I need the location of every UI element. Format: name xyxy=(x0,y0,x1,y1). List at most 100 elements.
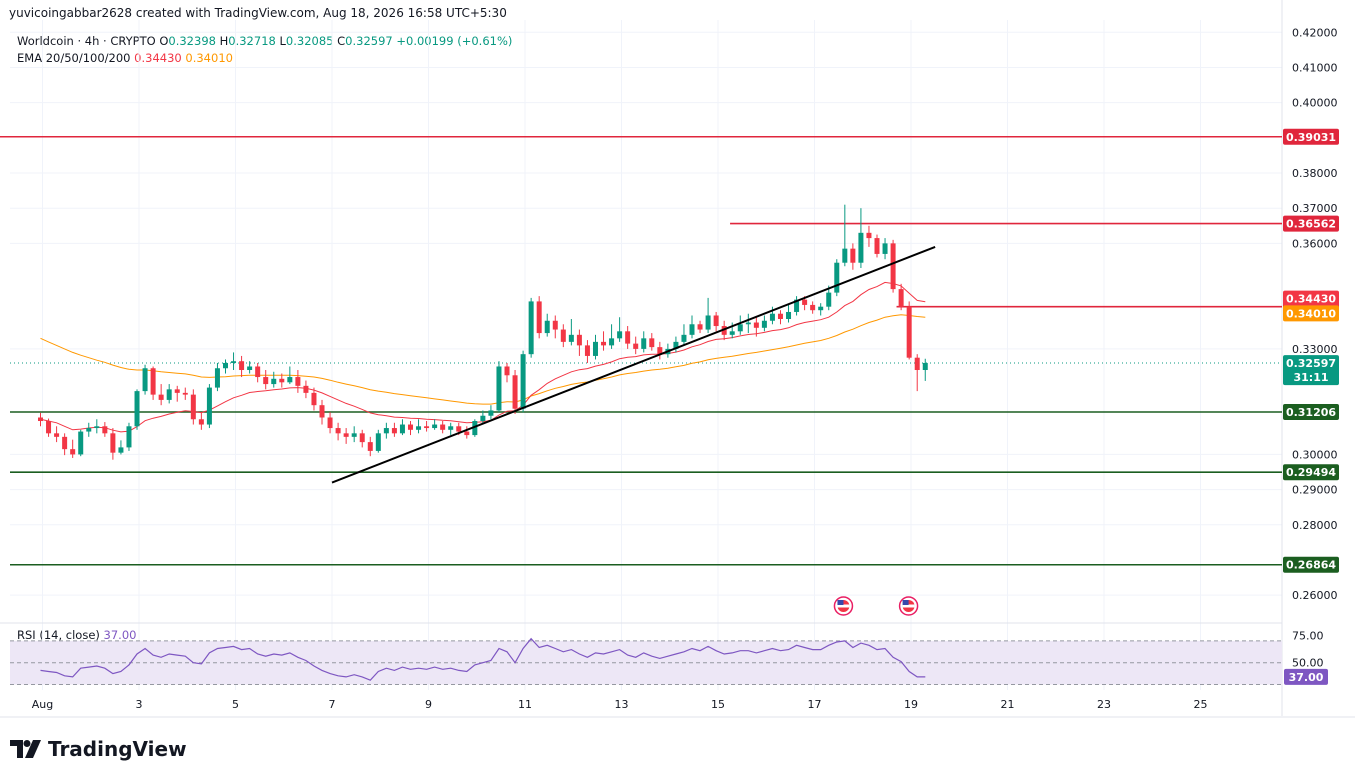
ema-lines xyxy=(40,281,926,433)
candle-body xyxy=(416,426,422,430)
ema-legend[interactable]: EMA 20/50/100/200 0.34430 0.34010 xyxy=(17,51,233,65)
candle-body xyxy=(182,392,188,395)
candle-body xyxy=(544,320,550,334)
candle-body xyxy=(440,424,446,430)
candle-body xyxy=(150,368,156,395)
candle-body xyxy=(552,320,558,330)
resistance-tag-label: 0.36562 xyxy=(1286,218,1336,231)
candle-body xyxy=(62,436,68,450)
candle-body xyxy=(102,426,108,434)
candle-body xyxy=(279,378,285,383)
candle-body xyxy=(906,306,912,358)
resistance-tag xyxy=(1283,128,1339,145)
price-tick-label: 0.30000 xyxy=(1292,448,1338,461)
candle-body xyxy=(239,361,245,371)
candle-body xyxy=(70,449,76,455)
price-tag-countdown: 31:11 xyxy=(1293,371,1328,384)
candle-body xyxy=(641,338,647,349)
price-tag xyxy=(1283,305,1339,322)
candle-body xyxy=(303,385,309,393)
candle-body xyxy=(721,326,727,335)
ohlc-legend[interactable]: Worldcoin · 4h · CRYPTO O0.32398 H0.3271… xyxy=(17,34,512,48)
time-tick-label: 17 xyxy=(808,698,822,711)
candle-body xyxy=(496,366,502,411)
price-tick-label: 0.38000 xyxy=(1292,167,1338,180)
candle-body xyxy=(705,315,711,330)
candle-body xyxy=(311,392,317,406)
candle-body xyxy=(174,389,180,393)
candle-body xyxy=(142,368,148,392)
price-tag-label: 0.32597 xyxy=(1286,357,1336,370)
candle-body xyxy=(729,331,735,335)
candle-body xyxy=(657,347,663,355)
price-tag xyxy=(1283,290,1339,307)
price-tick-label: 0.33000 xyxy=(1292,343,1338,356)
candle-body xyxy=(231,361,237,363)
candle-body xyxy=(842,248,848,263)
candle-body xyxy=(190,394,196,420)
candle-body xyxy=(327,417,333,429)
candle-body xyxy=(335,428,341,434)
candle-body xyxy=(448,426,454,430)
candles xyxy=(38,204,928,460)
tradingview-logo-icon xyxy=(10,740,41,758)
low-value: 0.32085 xyxy=(285,34,334,48)
candle-body xyxy=(745,322,751,325)
candle-body xyxy=(86,428,92,432)
price-axis: 0.42000 0.41000 0.40000 0.38000 0.37000 0.360… xyxy=(1292,26,1338,602)
candle-body xyxy=(480,415,486,422)
time-tick-label: 13 xyxy=(615,698,629,711)
price-tick-label: 0.41000 xyxy=(1292,61,1338,74)
candle-body xyxy=(472,421,478,436)
tradingview-logo[interactable]: TradingView xyxy=(10,737,187,761)
candle-body xyxy=(134,391,140,427)
ema-label[interactable]: EMA 20/50/100/200 xyxy=(17,51,131,65)
candle-body xyxy=(858,232,864,263)
candle-body xyxy=(914,357,920,371)
candle-body xyxy=(802,299,808,305)
candle-body xyxy=(432,424,438,429)
time-tick-label: 23 xyxy=(1097,698,1111,711)
rsi-line xyxy=(40,637,926,681)
price-tags: 37.000.390310.365620.342010.312060.29494… xyxy=(1283,128,1339,685)
candle-body xyxy=(512,375,518,409)
candle-body xyxy=(592,341,598,356)
time-tick-label: Aug xyxy=(32,698,53,711)
low-label: L xyxy=(279,34,286,48)
time-tick-label: 25 xyxy=(1194,698,1208,711)
candle-body xyxy=(560,329,566,342)
candle-body xyxy=(568,334,574,342)
candle-body xyxy=(536,301,542,334)
candle-body xyxy=(46,421,52,434)
candle-body xyxy=(383,428,389,434)
price-tag-label: 0.34430 xyxy=(1286,293,1336,306)
candle-body xyxy=(584,345,590,356)
candle-body xyxy=(504,366,510,376)
levels xyxy=(0,135,1282,566)
rsi-value-tag-label: 37.00 xyxy=(1289,671,1324,684)
ema-slow-line xyxy=(40,314,926,405)
rsi-legend[interactable]: RSI (14, close) 37.00 xyxy=(17,628,136,642)
header-credit: yuvicoingabbar2628 created with TradingV… xyxy=(9,6,507,20)
rsi-label[interactable]: RSI (14, close) xyxy=(17,628,100,642)
time-tick-label: 7 xyxy=(329,698,336,711)
symbol-label[interactable]: Worldcoin · 4h · CRYPTO xyxy=(17,34,156,48)
time-tick-label: 11 xyxy=(518,698,532,711)
ema-fast-line xyxy=(40,281,926,433)
price-tag-label: 0.34010 xyxy=(1286,307,1336,320)
price-tick-label: 0.40000 xyxy=(1292,97,1338,110)
support-tag-label: 0.26864 xyxy=(1286,559,1336,572)
candle-body xyxy=(367,442,373,451)
candle-body xyxy=(206,387,212,425)
candle-body xyxy=(786,311,792,319)
price-tick-label: 0.29000 xyxy=(1292,484,1338,497)
candle-body xyxy=(54,433,60,437)
candle-body xyxy=(295,377,301,386)
candle-body xyxy=(681,334,687,342)
candle-body xyxy=(424,426,430,429)
candle-body xyxy=(625,331,631,344)
candle-body xyxy=(391,428,397,434)
candle-body xyxy=(343,433,349,437)
time-tick-label: 15 xyxy=(711,698,725,711)
